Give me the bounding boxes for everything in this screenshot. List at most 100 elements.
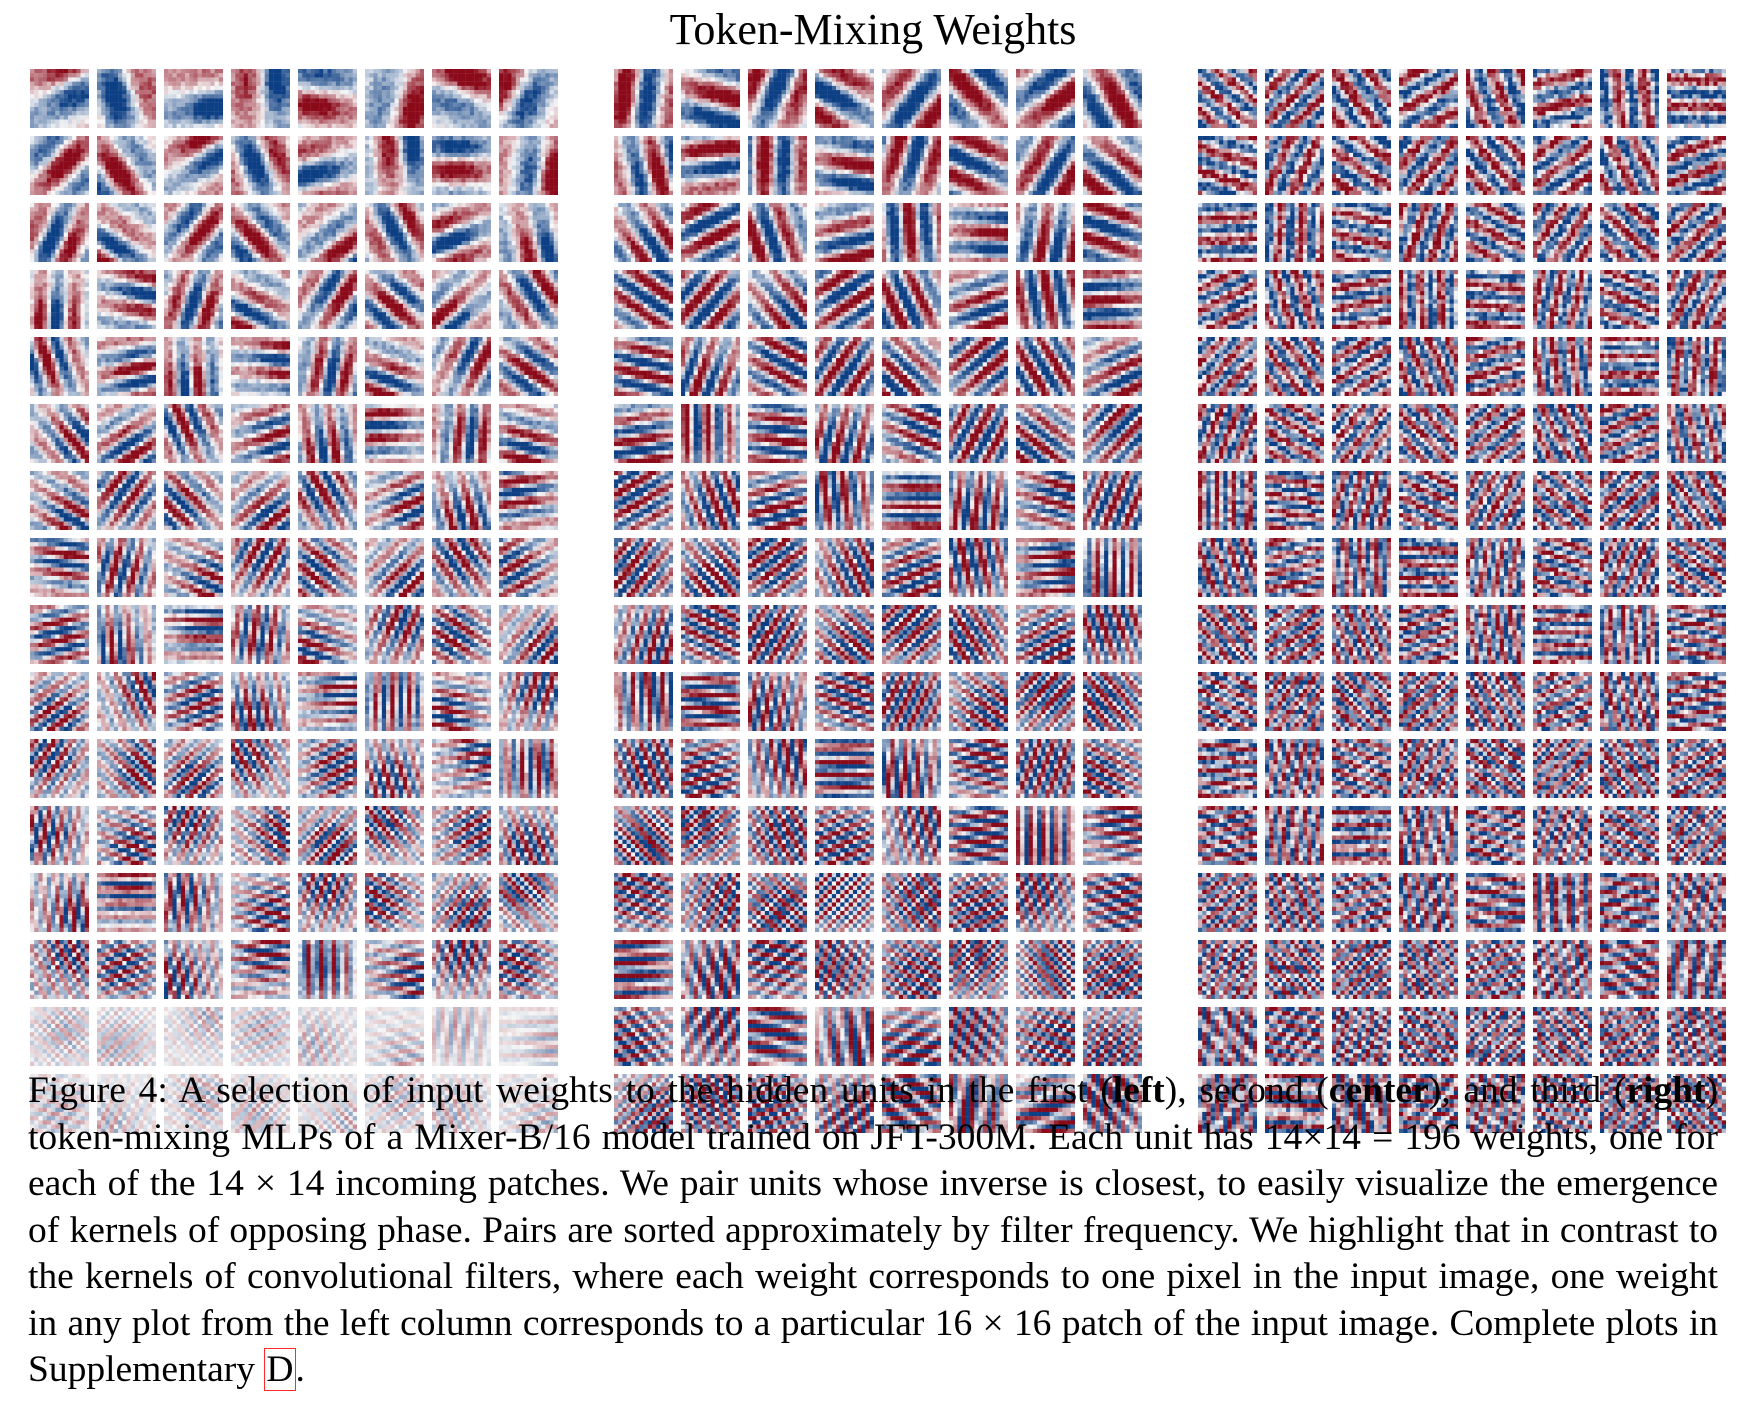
weight-cell (168, 90, 172, 94)
weight-cell (390, 82, 394, 86)
weight-cell (38, 237, 42, 241)
weight-cell (148, 144, 152, 148)
weight-cell (306, 220, 310, 224)
weight-cell (105, 115, 109, 119)
weight-cell (118, 182, 122, 186)
weight-cell (152, 233, 156, 237)
weight-cell (529, 166, 533, 170)
weight-cell (97, 166, 101, 170)
weight-cell (432, 224, 436, 228)
weight-cell (332, 86, 336, 90)
weight-cell (282, 115, 286, 119)
weight-cell (537, 144, 541, 148)
weight-cell (38, 207, 42, 211)
weight-cell (265, 73, 269, 77)
weight-cell (386, 174, 390, 178)
weight-cell (378, 144, 382, 148)
weight-cell (139, 170, 143, 174)
weight-cell (181, 69, 185, 73)
weight-cell (478, 111, 482, 115)
weight-cell (239, 258, 243, 262)
weight-cell (529, 140, 533, 144)
weight-cell (81, 203, 85, 207)
weight-cell (252, 153, 256, 157)
weight-cell (411, 211, 415, 215)
weight-cell (340, 111, 344, 115)
weight-cell (369, 241, 373, 245)
weight-cell (122, 136, 126, 140)
weight-cell (148, 124, 152, 128)
weight-cell (378, 174, 382, 178)
weight-cell (60, 140, 64, 144)
weight-cell (344, 182, 348, 186)
weight-cell (256, 203, 260, 207)
weight-cell (43, 228, 47, 232)
weight-cell (219, 249, 223, 253)
weight-cell (152, 149, 156, 153)
weight-cell (340, 187, 344, 191)
weight-cell (483, 207, 487, 211)
weight-cell (43, 124, 47, 128)
weight-cell (164, 174, 168, 178)
weight-cell (76, 291, 80, 295)
weight-cell (286, 144, 290, 148)
weight-cell (135, 144, 139, 148)
weight-cell (382, 144, 386, 148)
weight-cell (416, 233, 420, 237)
weight-cell (466, 140, 470, 144)
weight-cell (177, 178, 181, 182)
weight-cell (101, 287, 105, 291)
weight-cell (206, 90, 210, 94)
weight-cell (373, 140, 377, 144)
weight-cell (416, 166, 420, 170)
weight-cell (411, 90, 415, 94)
weight-cell (340, 178, 344, 182)
weight-cell (503, 86, 507, 90)
weight-cell (139, 107, 143, 111)
weight-cell (60, 258, 64, 262)
weight-cell (420, 220, 424, 224)
weight-cell (185, 249, 189, 253)
weight-tile (97, 203, 156, 262)
weight-cell (315, 86, 319, 90)
weight-cell (55, 73, 59, 77)
weight-cell (474, 120, 478, 124)
weight-cell (244, 187, 248, 191)
weight-cell (432, 153, 436, 157)
weight-cell (365, 99, 369, 103)
weight-cell (143, 153, 147, 157)
weight-cell (177, 224, 181, 228)
weight-cell (60, 107, 64, 111)
weight-cell (512, 228, 516, 232)
weight-cell (122, 249, 126, 253)
weight-cell (323, 224, 327, 228)
weight-cell (478, 249, 482, 253)
weight-cell (206, 69, 210, 73)
weight-cell (306, 254, 310, 258)
weight-cell (68, 191, 72, 195)
weight-cell (315, 220, 319, 224)
weight-cell (202, 178, 206, 182)
weight-cell (420, 73, 424, 77)
weight-cell (198, 99, 202, 103)
weight-cell (432, 157, 436, 161)
weight-cell (436, 124, 440, 128)
weight-cell (139, 166, 143, 170)
weight-cell (55, 325, 59, 329)
weight-cell (269, 258, 273, 262)
weight-cell (239, 120, 243, 124)
weight-cell (97, 82, 101, 86)
weight-cell (399, 120, 403, 124)
weight-cell (72, 86, 76, 90)
weight-cell (512, 170, 516, 174)
weight-cell (369, 144, 373, 148)
weight-cell (55, 111, 59, 115)
weight-cell (353, 153, 357, 157)
weight-cell (135, 287, 139, 291)
weight-cell (319, 82, 323, 86)
weight-cell (378, 107, 382, 111)
weight-cell (449, 107, 453, 111)
weight-cell (261, 191, 265, 195)
weight-cell (64, 321, 68, 325)
weight-cell (286, 191, 290, 195)
